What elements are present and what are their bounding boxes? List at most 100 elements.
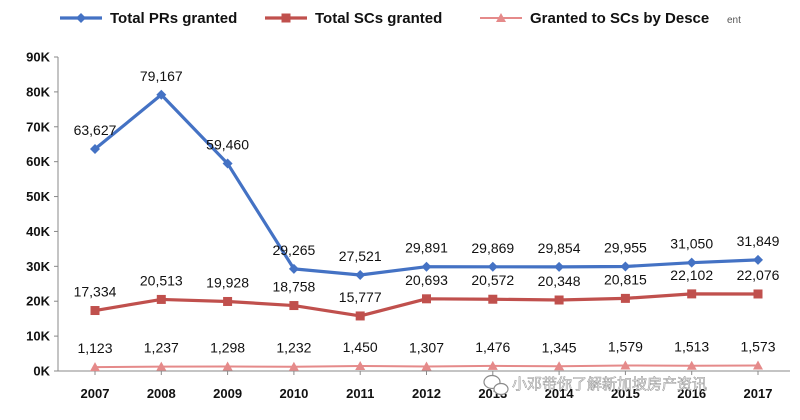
data-label: 1,232	[276, 340, 311, 356]
data-point	[156, 294, 166, 304]
data-point	[223, 296, 233, 306]
watermark-text: 小邓带你了解新加坡房产资讯	[512, 375, 707, 393]
legend: Total PRs granted Total SCs granted Grante…	[60, 10, 709, 27]
data-label: 1,345	[542, 339, 577, 355]
x-tick-label: 2012	[412, 386, 441, 401]
data-label: 27,521	[339, 248, 382, 264]
data-point	[222, 158, 233, 169]
data-label: 1,307	[409, 339, 444, 355]
legend-marker	[496, 13, 506, 22]
data-point	[156, 89, 167, 100]
data-label: 29,891	[405, 240, 448, 256]
data-label: 31,849	[737, 233, 780, 249]
data-label: 15,777	[339, 289, 382, 305]
data-point	[421, 361, 432, 371]
data-label: 19,928	[206, 274, 249, 290]
y-tick-label: 50K	[26, 189, 50, 204]
data-label: 1,573	[740, 339, 775, 355]
data-point	[686, 360, 697, 370]
x-tick-label: 2011	[346, 386, 374, 401]
y-tick-label: 0K	[33, 364, 50, 379]
data-point	[487, 360, 498, 370]
series-group	[90, 89, 763, 372]
data-point	[90, 362, 100, 372]
x-tick-label: 2015	[611, 386, 640, 401]
y-tick-label: 60K	[26, 154, 50, 169]
y-tick-label: 80K	[26, 84, 50, 99]
data-label: 20,693	[405, 272, 448, 288]
data-point	[289, 301, 299, 311]
y-tick-label: 10K	[26, 329, 50, 344]
data-point	[288, 263, 299, 274]
data-label: 22,076	[737, 267, 780, 283]
x-tick-label: 2010	[279, 386, 308, 401]
data-point	[753, 360, 763, 370]
data-label: 20,572	[471, 272, 514, 288]
y-tick-label: 40K	[26, 224, 50, 239]
data-label: 79,167	[140, 68, 183, 84]
data-labels: 63,627 79,167 59,460 29,265 27,521 29,891 29,8…	[74, 68, 780, 356]
x-tick-label: 2014	[545, 386, 575, 401]
data-point	[687, 289, 697, 299]
data-label: 29,869	[471, 240, 514, 256]
data-label: 31,050	[670, 236, 713, 252]
data-label: 17,334	[74, 284, 117, 300]
legend-label: Total PRs granted	[110, 10, 237, 27]
data-point	[554, 361, 565, 371]
data-point	[620, 293, 630, 303]
data-point	[554, 261, 565, 272]
data-point	[355, 269, 366, 280]
data-point	[222, 361, 233, 371]
data-label: 1,123	[77, 340, 112, 356]
data-label: 20,815	[604, 271, 647, 287]
data-label: 1,237	[144, 340, 179, 356]
y-tick-label: 70K	[26, 119, 50, 134]
data-point	[487, 261, 498, 272]
data-label: 63,627	[74, 122, 117, 138]
data-label: 29,265	[272, 242, 315, 258]
data-point	[156, 361, 167, 371]
data-point	[554, 295, 564, 305]
y-tick-label: 30K	[26, 259, 50, 274]
data-label: 1,513	[674, 339, 709, 355]
data-point	[421, 261, 432, 272]
data-point	[753, 254, 763, 265]
data-point	[620, 360, 631, 370]
x-tick-label: 2009	[213, 386, 242, 401]
x-tick-label: 2007	[81, 386, 110, 401]
data-point	[355, 360, 366, 370]
x-tick-label: 2008	[147, 386, 176, 401]
x-tick-label: 2017	[744, 386, 773, 401]
watermark: 小邓带你了解新加坡房产资讯	[483, 374, 707, 396]
data-label: 1,476	[475, 339, 510, 355]
data-label: 29,955	[604, 239, 647, 255]
data-label: 18,758	[272, 279, 315, 295]
data-point	[488, 294, 498, 304]
legend-marker	[281, 13, 291, 23]
legend-marker	[76, 13, 86, 23]
data-point	[355, 311, 365, 321]
data-point	[753, 289, 763, 299]
data-point	[686, 257, 697, 268]
data-point	[90, 306, 100, 316]
data-label: 20,348	[538, 273, 581, 289]
legend-truncated-text: ent	[727, 15, 741, 26]
data-label: 1,450	[343, 339, 378, 355]
data-label: 1,579	[608, 338, 643, 354]
data-label: 1,298	[210, 339, 245, 355]
data-point	[288, 361, 299, 371]
data-label: 22,102	[670, 267, 713, 283]
y-tick-label: 20K	[26, 294, 50, 309]
wechat-icon	[483, 374, 509, 396]
x-tick-label: 2016	[677, 386, 706, 401]
y-tick-label: 90K	[26, 50, 50, 65]
legend-label: Total SCs granted	[315, 10, 442, 27]
data-point	[620, 261, 631, 272]
data-label: 59,460	[206, 137, 249, 153]
data-label: 29,854	[538, 240, 581, 256]
data-point	[422, 294, 431, 304]
data-label: 20,513	[140, 272, 183, 288]
legend-label: Granted to SCs by Desce	[530, 10, 709, 27]
data-point	[90, 144, 100, 155]
